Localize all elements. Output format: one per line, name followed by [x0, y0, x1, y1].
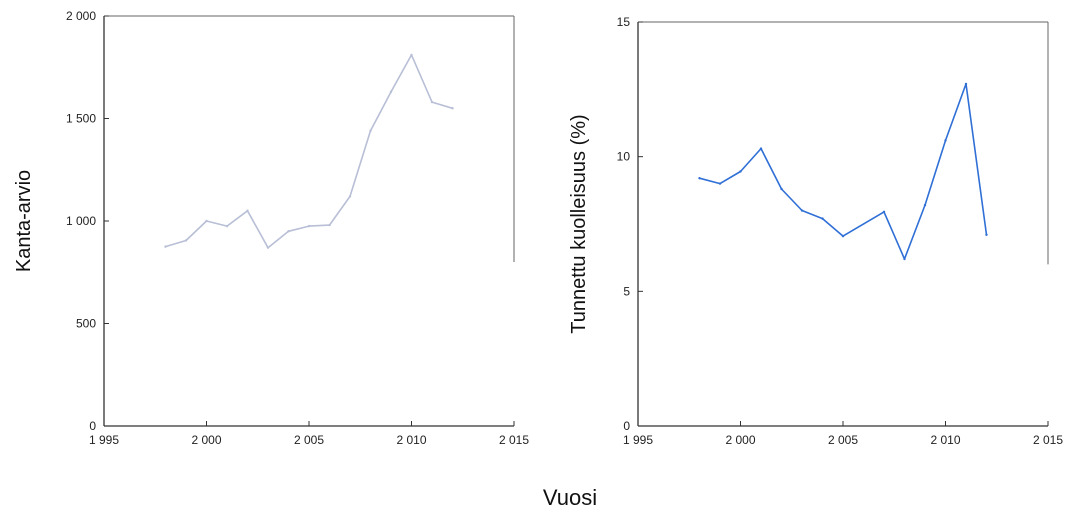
data-point	[965, 83, 967, 85]
x-tick-label: 1 995	[623, 433, 653, 447]
x-axis-label: Vuosi	[543, 485, 597, 510]
data-point	[985, 234, 987, 236]
data-point	[287, 230, 289, 232]
data-point	[903, 258, 905, 260]
data-point	[431, 101, 433, 103]
data-point	[164, 245, 166, 247]
series-line-mortality	[700, 84, 987, 259]
data-point	[226, 225, 228, 227]
x-tick-label: 2 015	[499, 433, 529, 447]
y-tick-label: 0	[89, 419, 96, 433]
data-point	[842, 235, 844, 237]
chart-population-estimate: 1 995 2 000 2 005 2 010 2 015 0 500 1 000 1 500 2…	[13, 9, 529, 447]
data-point	[410, 54, 412, 56]
data-point	[267, 246, 269, 248]
series-line-population	[166, 55, 453, 248]
y-tick-label: 5	[623, 284, 630, 298]
data-point	[719, 182, 721, 184]
data-point	[246, 210, 248, 212]
x-tick-label: 2 005	[828, 433, 858, 447]
plot-frame	[638, 22, 1048, 426]
data-point	[205, 220, 207, 222]
y-tick-label: 15	[617, 15, 631, 29]
data-point	[308, 225, 310, 227]
x-tick-label: 1 995	[89, 433, 119, 447]
data-point	[390, 91, 392, 93]
plot-frame	[104, 16, 514, 426]
y-tick-label: 1 000	[66, 214, 96, 228]
data-point	[801, 209, 803, 211]
data-point	[451, 107, 453, 109]
data-point	[349, 195, 351, 197]
x-tick-label: 2 005	[294, 433, 324, 447]
x-tick-label: 2 010	[930, 433, 960, 447]
chart-known-mortality: 1 995 2 000 2 005 2 010 2 015 0 5 10 15 Tunnettu …	[568, 15, 1063, 447]
data-point	[780, 188, 782, 190]
data-point	[369, 130, 371, 132]
data-point	[739, 170, 741, 172]
x-tick-label: 2 000	[191, 433, 221, 447]
y-tick-label: 1 500	[66, 112, 96, 126]
data-point	[821, 217, 823, 219]
data-point	[185, 239, 187, 241]
y-tick-label: 10	[617, 150, 631, 164]
y-axis-label: Kanta-arvio	[13, 170, 35, 272]
data-point	[924, 204, 926, 206]
data-point	[883, 211, 885, 213]
data-point	[760, 147, 762, 149]
y-tick-label: 500	[76, 317, 96, 331]
data-point	[328, 224, 330, 226]
x-tick-label: 2 015	[1033, 433, 1063, 447]
y-axis-label: Tunnettu kuolleisuus (%)	[568, 114, 590, 333]
x-tick-label: 2 010	[396, 433, 426, 447]
x-tick-label: 2 000	[725, 433, 755, 447]
y-tick-label: 2 000	[66, 9, 96, 23]
data-point	[944, 139, 946, 141]
y-tick-label: 0	[623, 419, 630, 433]
data-point	[698, 177, 700, 179]
